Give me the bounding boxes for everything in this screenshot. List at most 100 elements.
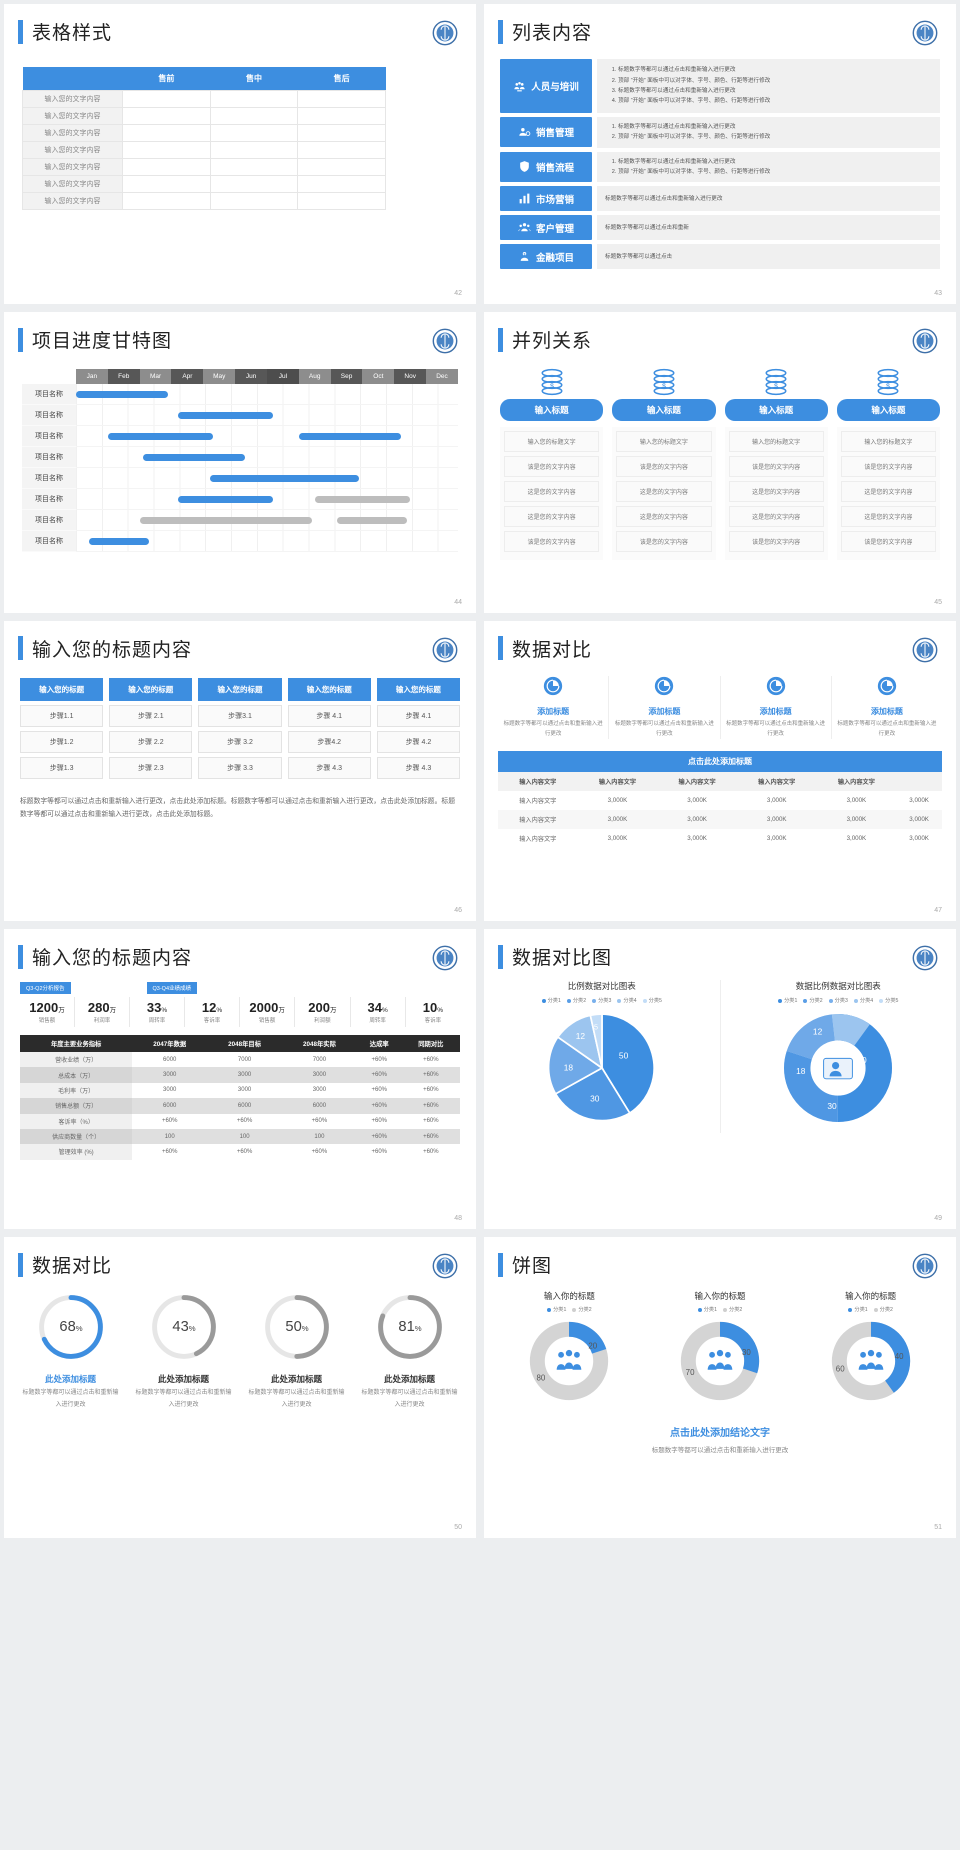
people-icon [707,1350,733,1371]
parallel-item[interactable]: 该是您的文字内容 [840,456,936,478]
donut-chart[interactable]: 40 60 [827,1317,915,1405]
step-header[interactable]: 输入您的标题 [20,677,104,701]
parallel-item[interactable]: 该是您的文字内容 [616,531,712,553]
progress-ring[interactable]: 43% [149,1292,219,1362]
gantt-row: 项目名称 [22,531,458,553]
cell: +60% [356,1098,402,1114]
parallel-item[interactable]: 该是您的文字内容 [728,531,824,553]
step-cell[interactable]: 步骤1.2 [20,730,104,753]
step-header[interactable]: 输入您的标题 [109,677,193,701]
parallel-item[interactable]: 输入您的标题文字 [616,431,712,453]
step-cell[interactable]: 步骤3.1 [198,704,282,727]
parallel-item[interactable]: 该是您的文字内容 [728,456,824,478]
gantt-bar[interactable] [177,412,274,420]
comparison-card[interactable]: 添加标题 标题数字等都可以通过点击和重新输入进行更改 [498,675,610,740]
parallel-item[interactable]: 输入您的标题文字 [840,431,936,453]
gantt-bar[interactable] [177,496,274,504]
parallel-item[interactable]: 这是您的文字内容 [840,481,936,503]
parallel-item[interactable]: 这是您的文字内容 [840,506,936,528]
list-item[interactable]: 销售管理 标题数字等都可以通过点击和重新输入进行更改 顶部 “开始” 面板中可以… [500,117,940,148]
page-number: 46 [454,907,462,914]
gantt-bar[interactable] [76,391,169,399]
list-item-label: 人员与培训 [531,82,579,93]
list-item-key[interactable]: 客户管理 [500,215,592,241]
step-cell[interactable]: 步骤4.2 [287,730,371,753]
parallel-item[interactable]: 这是您的文字内容 [616,481,712,503]
parallel-item[interactable]: 输入您的标题文字 [728,431,824,453]
progress-ring[interactable]: 81% [375,1292,445,1362]
parallel-button[interactable]: 输入标题 [724,399,828,422]
gantt-bar[interactable] [314,496,411,504]
parallel-button[interactable]: 输入标题 [836,399,940,422]
parallel-item[interactable]: 该是您的文字内容 [840,531,936,553]
list-item[interactable]: 市场营销 标题数字等都可以通过点击和重新输入进行更改 [500,186,940,212]
donut-chart[interactable]: 20 80 [525,1317,613,1405]
parallel-item[interactable]: 输入您的标题文字 [504,431,600,453]
title-accent-bar [18,327,23,352]
step-header[interactable]: 输入您的标题 [198,677,282,701]
kpi-value: 33% [146,1000,168,1015]
gantt-month: Feb [107,369,140,385]
parallel-item[interactable]: 这是您的文字内容 [728,481,824,503]
list-item[interactable]: 销售流程 标题数字等都可以通过点击和重新输入进行更改 顶部 “开始” 面板中可以… [500,151,940,183]
step-cell[interactable]: 步骤 2.2 [109,730,193,753]
comparison-card[interactable]: 添加标题 标题数字等都可以通过点击和重新输入进行更改 [609,675,721,740]
parallel-button[interactable]: 输入标题 [500,399,604,422]
brand-logo-icon [912,1253,938,1279]
step-cell[interactable]: 步骤 4.2 [376,730,461,753]
gantt-row: 项目名称 [22,426,458,448]
parallel-button[interactable]: 输入标题 [612,399,716,422]
list-item-key[interactable]: 销售流程 [500,151,592,182]
step-cell[interactable]: 步骤 3.2 [198,730,282,753]
gantt-bar[interactable] [107,433,213,441]
list-item[interactable]: $ 金融项目 标题数字等都可以通过点击 [500,244,940,270]
cell [209,158,299,176]
table-banner[interactable]: 点击此处添加标题 [498,751,942,773]
list-item-key[interactable]: $ 金融项目 [500,244,592,270]
parallel-item[interactable]: 这是您的文字内容 [616,506,712,528]
step-cell[interactable]: 步骤1.3 [20,756,104,779]
parallel-item[interactable]: 该是您的文字内容 [504,456,600,478]
parallel-item[interactable]: 该是您的文字内容 [504,531,600,553]
step-cell[interactable]: 步骤 4.1 [287,704,371,727]
coins-icon-wrap: $ [500,365,603,399]
gantt-bar[interactable] [88,538,149,546]
list-item-key[interactable]: 市场营销 [500,186,592,212]
parallel-item[interactable]: 这是您的文字内容 [504,506,600,528]
coins-icon: $ [877,369,899,396]
gantt-bar[interactable] [139,517,312,525]
gantt-bar[interactable] [336,517,407,525]
parallel-item[interactable]: 该是您的文字内容 [616,456,712,478]
ring-title: 此处添加标题 [270,1374,322,1385]
parallel-item[interactable]: 这是您的文字内容 [728,506,824,528]
gantt-bar[interactable] [209,475,360,483]
list-item[interactable]: 客户管理 标题数字等都可以通过点击和重新 [500,215,940,241]
comparison-card[interactable]: 添加标题 标题数字等都可以通过点击和重新输入进行更改 [721,675,832,740]
step-header[interactable]: 输入您的标题 [376,677,461,701]
list-item[interactable]: 人员与培训 标题数字等都可以通过点击和重新输入进行更改 顶部 “开始” 面板中可… [500,59,940,113]
step-cell[interactable]: 步骤1.1 [20,704,104,727]
pie-label: 50 [619,1050,629,1060]
gantt-bar[interactable] [298,433,401,441]
step-cell[interactable]: 步骤 2.1 [109,704,193,727]
pie-chart[interactable]: 50 30 18 12 5 [542,1008,662,1128]
comparison-card[interactable]: 添加标题 标题数字等都可以通过点击和重新输入进行更改 [832,676,942,740]
list-item-key[interactable]: 销售管理 [500,117,592,147]
page-number: 51 [934,1523,942,1531]
gantt-bar[interactable] [142,454,245,462]
step-cell[interactable]: 步骤 4.1 [376,704,461,727]
chart-legend: 分类1 分类2 [645,1306,796,1313]
parallel-column: $ 输入标题 输入您的标题文字 该是您的文字内容 这是您的文字内容 这是您的文字… [612,365,716,561]
step-cell[interactable]: 步骤 3.3 [198,756,282,779]
donut-chart[interactable]: 30 70 [676,1317,764,1405]
parallel-item[interactable]: 这是您的文字内容 [504,481,600,503]
progress-ring[interactable]: 68% [36,1292,106,1362]
step-cell[interactable]: 步骤 4.3 [376,756,461,779]
step-cell[interactable]: 步骤 2.3 [109,756,193,779]
list-item-key[interactable]: 人员与培训 [500,59,592,113]
donut-chart[interactable]: 50 30 18 12 [778,1008,898,1128]
slide-47-header: 数据对比 [484,621,956,662]
progress-ring[interactable]: 50% [262,1292,332,1362]
step-cell[interactable]: 步骤 4.3 [287,756,371,779]
step-header[interactable]: 输入您的标题 [287,677,371,701]
